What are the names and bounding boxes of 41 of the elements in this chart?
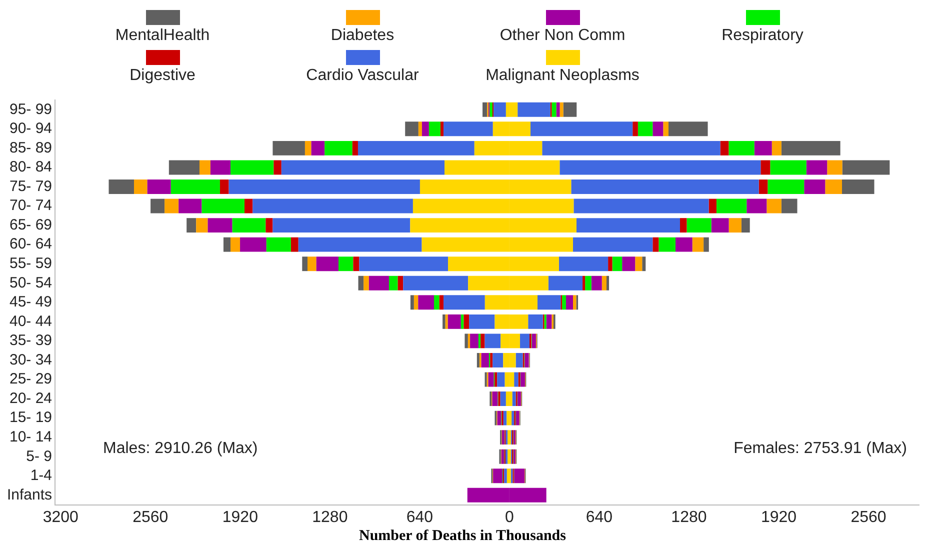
y-tick-label: 1-4 [30, 467, 52, 484]
annotation: Females: 2753.91 (Max) [734, 440, 907, 458]
x-tick-label: 640 [406, 508, 434, 526]
y-tick-label: 35- 39 [9, 332, 52, 350]
x-tick-label: 1280 [671, 508, 707, 526]
legend-label: MentalHealth [115, 27, 210, 45]
x-tick-label: 1280 [312, 508, 348, 526]
legend-label: Diabetes [330, 27, 394, 45]
x-tick-label: 0 [505, 508, 514, 526]
y-tick-label: 55- 59 [9, 254, 52, 272]
y-tick-label: 75- 79 [9, 178, 52, 195]
legend-label: Cardio Vascular [306, 67, 419, 85]
x-axis-title: Number of Deaths in Thousands [358, 528, 567, 545]
y-tick-label: 90- 94 [9, 120, 52, 138]
y-tick-label: 5- 9 [26, 448, 52, 465]
legend-label: Digestive [130, 67, 196, 85]
y-tick-label: 70- 74 [9, 197, 52, 214]
y-tick-label: 85- 89 [9, 139, 52, 156]
legend-label: Respiratory [722, 27, 804, 45]
x-tick-label: 2560 [850, 508, 886, 526]
y-tick-label: 10- 14 [9, 428, 52, 446]
y-tick-label: 95- 99 [9, 100, 52, 118]
y-tick-label: 45- 49 [9, 294, 52, 311]
y-tick-label: 25- 29 [9, 370, 52, 388]
x-tick-label: 3200 [42, 508, 79, 526]
legend-label: Other Non Comm [500, 27, 626, 45]
x-tick-label: 640 [586, 508, 613, 526]
y-tick-label: 60- 64 [9, 236, 52, 253]
x-tick-label: 2560 [132, 508, 168, 526]
x-tick-label: 1920 [760, 508, 797, 526]
y-tick-label: 65- 69 [9, 216, 52, 234]
y-tick-label: 80- 84 [9, 158, 52, 176]
y-tick-label: 15- 19 [9, 409, 52, 426]
y-tick-label: 20- 24 [9, 390, 52, 407]
x-tick-label: 1920 [222, 508, 258, 526]
annotation: Males: 2910.26 (Max) [103, 440, 258, 458]
y-tick-label: Infants [7, 486, 52, 504]
y-tick-label: 30- 34 [9, 351, 52, 368]
legend-label: Malignant Neoplasms [486, 67, 640, 85]
y-tick-label: 50- 54 [9, 274, 52, 292]
y-tick-label: 40- 44 [9, 312, 52, 330]
